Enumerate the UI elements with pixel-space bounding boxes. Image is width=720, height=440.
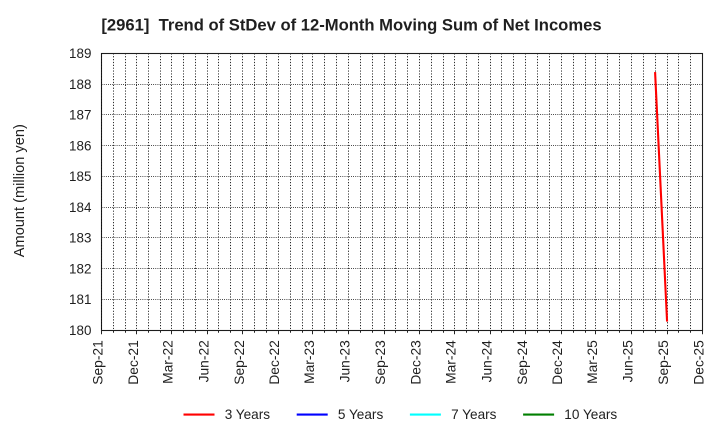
svg-text:Sep-22: Sep-22 — [232, 340, 247, 385]
svg-text:Mar-22: Mar-22 — [161, 340, 176, 384]
svg-text:Dec-25: Dec-25 — [691, 340, 706, 385]
svg-text:186: 186 — [69, 138, 91, 153]
svg-text:183: 183 — [69, 231, 91, 246]
svg-text:3 Years: 3 Years — [225, 407, 271, 422]
svg-text:Mar-25: Mar-25 — [585, 340, 600, 384]
svg-text:10 Years: 10 Years — [564, 407, 617, 422]
svg-text:Mar-23: Mar-23 — [302, 340, 317, 384]
svg-text:Jun-24: Jun-24 — [479, 340, 494, 383]
svg-text:Sep-25: Sep-25 — [656, 340, 671, 385]
svg-text:185: 185 — [69, 169, 91, 184]
svg-text:Sep-23: Sep-23 — [373, 340, 388, 385]
svg-text:Amount (million yen): Amount (million yen) — [12, 124, 28, 257]
svg-text:Jun-23: Jun-23 — [338, 340, 353, 383]
svg-text:Mar-24: Mar-24 — [444, 340, 459, 384]
svg-text:Jun-25: Jun-25 — [621, 340, 636, 383]
svg-text:189: 189 — [69, 46, 91, 61]
svg-text:184: 184 — [69, 200, 92, 215]
svg-text:Dec-24: Dec-24 — [550, 340, 565, 385]
svg-text:Sep-24: Sep-24 — [515, 340, 530, 385]
svg-text:Jun-22: Jun-22 — [196, 340, 211, 382]
svg-text:5 Years: 5 Years — [338, 407, 384, 422]
svg-text:Dec-21: Dec-21 — [126, 340, 141, 384]
svg-text:180: 180 — [69, 323, 91, 338]
svg-text:182: 182 — [69, 261, 91, 276]
svg-text:Dec-23: Dec-23 — [408, 340, 423, 385]
svg-text:Dec-22: Dec-22 — [267, 340, 282, 384]
svg-text:188: 188 — [69, 77, 91, 92]
svg-text:7 Years: 7 Years — [451, 407, 497, 422]
svg-text:181: 181 — [69, 292, 91, 307]
svg-text:Sep-21: Sep-21 — [91, 340, 106, 385]
svg-text:187: 187 — [69, 108, 91, 123]
svg-text:[2961] Trend of StDev of 12-M: [2961] Trend of StDev of 12-Month Moving… — [101, 16, 601, 35]
